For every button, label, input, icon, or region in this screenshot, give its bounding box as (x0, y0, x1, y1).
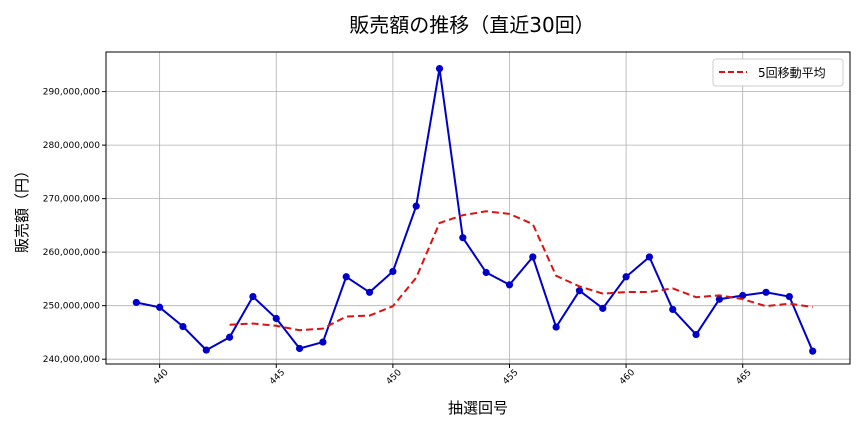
y-tick-label: 260,000,000 (43, 248, 101, 258)
data-point (389, 267, 397, 276)
data-point (575, 287, 584, 295)
legend: 5回移動平均 (712, 58, 844, 87)
data-point (599, 304, 607, 312)
data-point (226, 333, 234, 341)
x-tick-label: 465 (735, 368, 754, 387)
data-point (505, 281, 514, 289)
data-point (132, 298, 140, 307)
data-point (552, 323, 560, 331)
data-point (342, 273, 350, 281)
y-tick-label: 240,000,000 (43, 355, 101, 365)
chart-title: 販売額の推移（直近30回） (349, 13, 594, 37)
grid-lines (106, 52, 850, 364)
series-line (136, 68, 814, 352)
data-point (295, 344, 304, 353)
data-point (739, 291, 747, 300)
data-point (435, 64, 444, 73)
y-tick-label: 250,000,000 (43, 302, 101, 312)
legend-box (712, 58, 844, 87)
x-tick-label: 445 (268, 368, 287, 387)
data-point (319, 338, 327, 346)
x-axis-ticks: 440 445 450 455 460 465 (151, 364, 754, 387)
data-point (249, 292, 257, 301)
x-tick-label: 460 (618, 368, 637, 387)
y-tick-label: 290,000,000 (43, 88, 101, 98)
x-tick-label: 455 (501, 368, 520, 387)
data-series (132, 64, 817, 355)
data-point (272, 314, 280, 323)
data-point (622, 273, 630, 281)
data-point (179, 322, 187, 331)
data-point (809, 347, 817, 355)
data-point (529, 253, 537, 261)
data-point (692, 330, 700, 339)
plot-frame (105, 51, 851, 365)
data-point (762, 288, 770, 296)
data-point (482, 268, 490, 277)
data-point (669, 305, 677, 314)
data-point (645, 253, 654, 261)
data-point (365, 288, 374, 296)
x-axis-label: 抽選回号 (448, 399, 508, 417)
x-tick-label: 440 (151, 368, 170, 387)
data-point (156, 303, 164, 311)
y-tick-label: 280,000,000 (43, 141, 101, 151)
data-point (785, 292, 793, 301)
data-point (459, 234, 467, 242)
series-line (229, 210, 813, 332)
legend-label: 5回移動平均 (758, 66, 826, 80)
x-tick-label: 450 (385, 368, 404, 387)
data-point (202, 346, 210, 354)
y-axis-ticks: 240,000,000 250,000,000 260,000,000 270,000… (43, 88, 106, 365)
y-axis-label: 販売額（円） (13, 163, 31, 253)
y-tick-label: 270,000,000 (43, 195, 101, 205)
data-point (715, 295, 723, 303)
data-point (412, 202, 420, 210)
